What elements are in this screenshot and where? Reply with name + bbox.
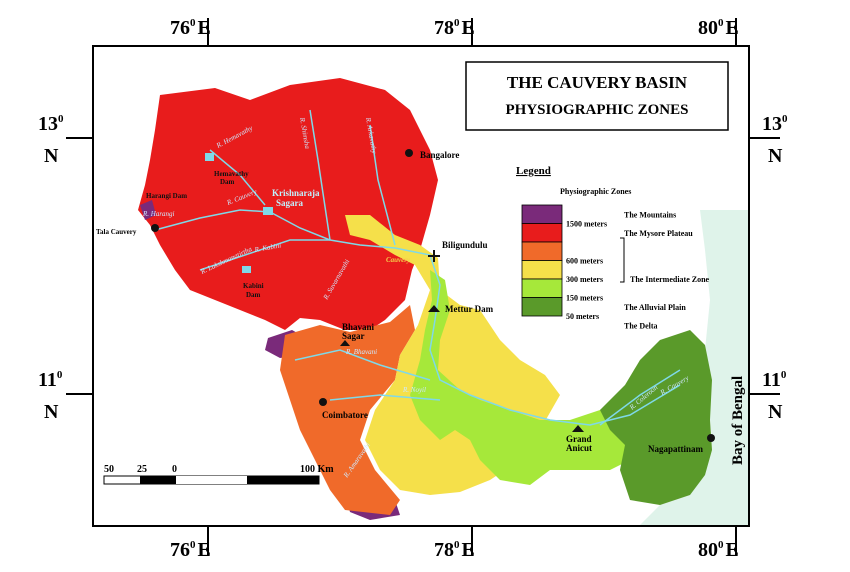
marker-kabini-dam — [242, 266, 251, 273]
label-hemavathy-dam-2: Dam — [220, 178, 235, 186]
zone-mountains-3 — [140, 200, 156, 220]
scale-label-25: 25 — [137, 464, 147, 475]
marker-mettur — [428, 305, 440, 312]
lat-suffix-left: N — [44, 145, 59, 167]
rivers — [154, 109, 681, 426]
lon-label-top: 760 E — [170, 17, 211, 39]
scale-label-0: 0 — [172, 464, 177, 475]
graticule: 760 E 760 E 780 E 780 E 800 E 800 E 130 N 130 N 110 N 110 N — [38, 17, 788, 561]
label-river-cauvery-mid: Cauvery — [386, 256, 411, 264]
legend: Legend Physiographic Zones 1500 meters Th… — [516, 165, 710, 330]
legend-zone: The Delta — [624, 321, 658, 330]
label-grand-anicut-1: Grand — [566, 434, 592, 444]
legend-swatch — [521, 260, 563, 280]
lat-label-left: 130 — [38, 113, 64, 135]
marker-tala-cauvery — [151, 224, 159, 232]
title-box — [465, 61, 729, 131]
river-arkavathy — [369, 124, 396, 246]
legend-elevation: 150 meters — [566, 294, 603, 303]
legend-swatch — [521, 241, 563, 261]
lat-label-right: 130 — [762, 113, 788, 135]
zone-600m — [280, 305, 415, 515]
legend-zone: The Intermediate Zone — [630, 275, 710, 284]
label-biligundulu: Biligundulu — [442, 240, 488, 250]
zone-150m — [410, 270, 645, 485]
label-grand-anicut-2: Anicut — [566, 443, 592, 453]
label-bangalore: Bangalore — [420, 150, 459, 160]
legend-heading: Legend — [516, 165, 551, 177]
label-krs-1: Krishnaraja — [272, 188, 320, 198]
river-hemavathy — [209, 149, 266, 206]
legend-bracket — [620, 237, 625, 283]
place-markers — [151, 149, 715, 442]
label-krs-2: Sagara — [276, 198, 304, 208]
legend-elevation: 1500 meters — [566, 220, 607, 229]
label-coimbatore: Coimbatore — [322, 410, 368, 420]
legend-zone: The Mysore Plateau — [624, 229, 693, 238]
lat-suffix-right: N — [768, 401, 783, 423]
lat-suffix-left: N — [44, 401, 59, 423]
marker-bhavani-sagar — [340, 340, 350, 346]
label-bhavani-sagar-1: Bhavani — [342, 322, 375, 332]
marker-krs-dam — [263, 207, 273, 215]
legend-elevation: 300 meters — [566, 275, 603, 284]
label-river-noyil: R. Noyil — [402, 386, 426, 394]
river-coleroon — [599, 369, 681, 426]
label-bhavani-sagar-2: Sagar — [342, 331, 365, 341]
marker-nagapattinam — [707, 434, 715, 442]
legend-swatch — [521, 204, 563, 224]
river-kabini — [199, 239, 330, 271]
river-bhavani — [294, 349, 431, 381]
river-shimsha — [309, 109, 331, 241]
title-line-1: THE CAUVERY BASIN — [507, 73, 688, 92]
label-kabini-dam-1: Kabini — [243, 282, 264, 290]
scale-label-50: 50 — [104, 464, 114, 475]
legend-zone: The Alluvial Plain — [624, 303, 686, 312]
legend-swatch — [521, 297, 563, 317]
basin-zones — [138, 78, 712, 520]
marker-biligundulu — [428, 250, 440, 262]
sea-area — [640, 210, 748, 525]
legend-swatch — [521, 223, 563, 243]
zone-delta — [600, 330, 712, 505]
lon-label-top: 780 E — [434, 17, 475, 39]
scale-label-100km: 100 Km — [300, 464, 334, 475]
lat-label-left: 110 — [38, 369, 63, 391]
place-labels: Bangalore Biligundulu Mettur Dam Bhavani… — [96, 150, 704, 454]
marker-coimbatore — [319, 398, 327, 406]
legend-swatch — [521, 278, 563, 298]
lon-label-bottom: 800 E — [698, 539, 739, 561]
zone-mysore-plateau — [138, 78, 438, 330]
scale-bar: 50 25 0 100 Km — [103, 464, 334, 485]
label-nagapattinam: Nagapattinam — [648, 444, 704, 454]
legend-elevation: 600 meters — [566, 257, 603, 266]
label-river-harangi: R. Harangi — [142, 210, 175, 218]
label-harangi-dam: Harangi Dam — [146, 192, 187, 200]
label-river-bhavani: R. Bhavani — [345, 348, 377, 356]
lon-label-bottom: 780 E — [434, 539, 475, 561]
title-line-2: PHYSIOGRAPHIC ZONES — [506, 102, 689, 118]
legend-subheading: Physiographic Zones — [560, 187, 631, 196]
label-hemavathy-dam-1: Hemavathy — [214, 170, 249, 178]
label-kabini-dam-2: Dam — [246, 291, 261, 299]
legend-zone: The Mountains — [624, 210, 676, 219]
river-noyil — [329, 394, 441, 401]
label-tala-cauvery: Tala Cauvery — [96, 228, 137, 236]
lon-label-top: 800 E — [698, 17, 739, 39]
marker-grand-anicut — [572, 425, 584, 432]
marker-hemavathy-dam — [205, 153, 214, 161]
lat-label-right: 110 — [762, 369, 787, 391]
label-mettur: Mettur Dam — [445, 304, 494, 314]
legend-elevation: 50 meters — [566, 312, 599, 321]
marker-bangalore — [405, 149, 413, 157]
lat-suffix-right: N — [768, 145, 783, 167]
lon-label-bottom: 760 E — [170, 539, 211, 561]
label-bay-of-bengal: Bay of Bengal — [730, 376, 746, 465]
